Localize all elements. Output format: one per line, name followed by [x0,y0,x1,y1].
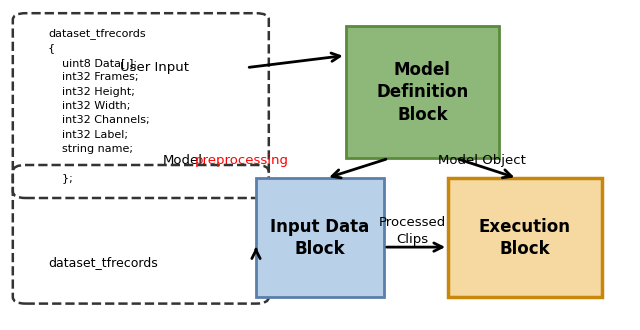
Text: User Input: User Input [120,61,189,74]
Text: Model Object: Model Object [438,153,526,167]
Text: Execution
Block: Execution Block [479,217,571,258]
FancyBboxPatch shape [256,178,384,297]
Text: Processed
Clips: Processed Clips [379,216,447,246]
Text: Model
Definition
Block: Model Definition Block [376,61,468,124]
Text: preprocessing: preprocessing [195,153,289,167]
FancyBboxPatch shape [346,26,499,158]
Text: dataset_tfrecords: dataset_tfrecords [48,256,157,269]
Text: Model.: Model. [163,153,207,167]
Text: dataset_tfrecords
{
    uint8 Data[ ];
    int32 Frames;
    int32 Height;
    i: dataset_tfrecords { uint8 Data[ ]; int32… [48,28,150,183]
Text: Input Data
Block: Input Data Block [270,217,370,258]
FancyBboxPatch shape [448,178,602,297]
